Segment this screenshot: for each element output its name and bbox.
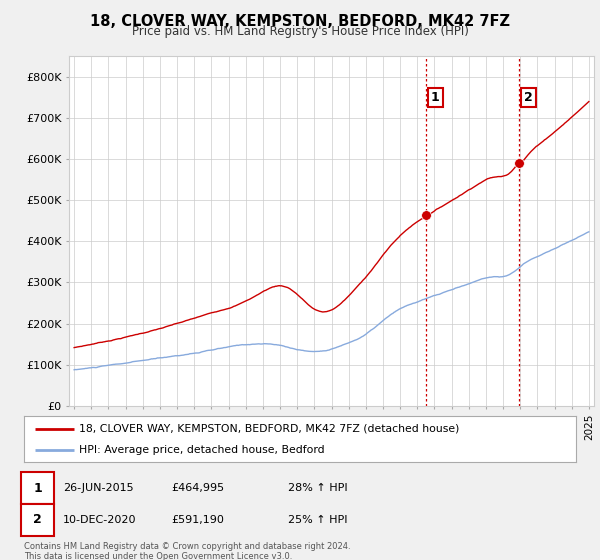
Text: £591,190: £591,190	[171, 515, 224, 525]
Text: 2: 2	[524, 91, 533, 104]
Text: 28% ↑ HPI: 28% ↑ HPI	[288, 483, 347, 493]
Text: Price paid vs. HM Land Registry's House Price Index (HPI): Price paid vs. HM Land Registry's House …	[131, 25, 469, 38]
Text: HPI: Average price, detached house, Bedford: HPI: Average price, detached house, Bedf…	[79, 445, 325, 455]
Text: 1: 1	[33, 482, 42, 494]
Text: 18, CLOVER WAY, KEMPSTON, BEDFORD, MK42 7FZ: 18, CLOVER WAY, KEMPSTON, BEDFORD, MK42 …	[90, 14, 510, 29]
Text: 26-JUN-2015: 26-JUN-2015	[63, 483, 134, 493]
Text: 25% ↑ HPI: 25% ↑ HPI	[288, 515, 347, 525]
Text: Contains HM Land Registry data © Crown copyright and database right 2024.
This d: Contains HM Land Registry data © Crown c…	[24, 542, 350, 560]
Text: £464,995: £464,995	[171, 483, 224, 493]
Text: 18, CLOVER WAY, KEMPSTON, BEDFORD, MK42 7FZ (detached house): 18, CLOVER WAY, KEMPSTON, BEDFORD, MK42 …	[79, 424, 460, 434]
Text: 2: 2	[33, 514, 42, 526]
Text: 1: 1	[431, 91, 440, 104]
Text: 10-DEC-2020: 10-DEC-2020	[63, 515, 137, 525]
